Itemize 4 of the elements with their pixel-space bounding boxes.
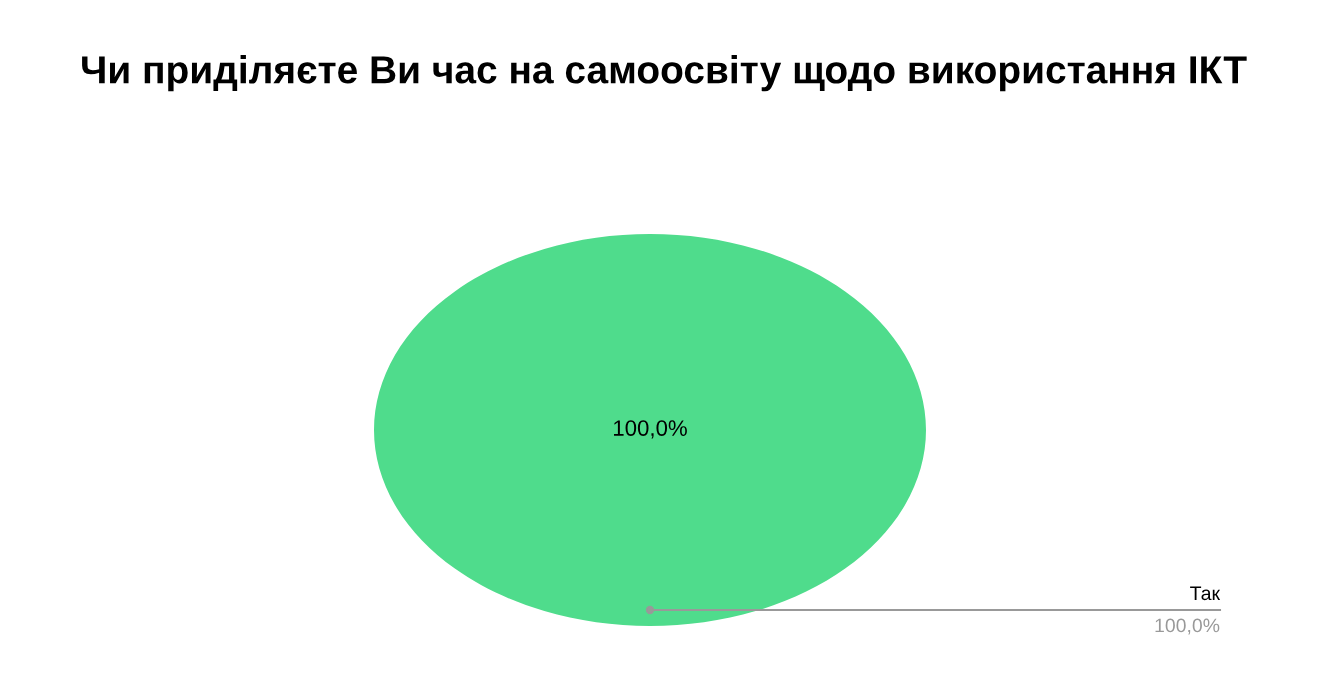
data-label: 100,0% bbox=[614, 420, 687, 439]
text: 100,0% bbox=[1155, 618, 1220, 635]
slice-label: Так bbox=[1190, 586, 1221, 601]
chart-title: Чи приділяєте Ви час на самоосвіту щодо використання ІКТ bbox=[82, 55, 1247, 92]
